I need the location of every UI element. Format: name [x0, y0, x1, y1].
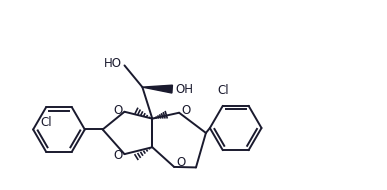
- Text: O: O: [176, 156, 185, 169]
- Text: Cl: Cl: [40, 116, 52, 129]
- Text: O: O: [113, 149, 123, 162]
- Polygon shape: [142, 85, 173, 93]
- Text: HO: HO: [103, 57, 122, 70]
- Text: O: O: [113, 104, 123, 117]
- Text: Cl: Cl: [217, 84, 229, 97]
- Text: OH: OH: [175, 83, 193, 96]
- Text: O: O: [181, 104, 190, 117]
